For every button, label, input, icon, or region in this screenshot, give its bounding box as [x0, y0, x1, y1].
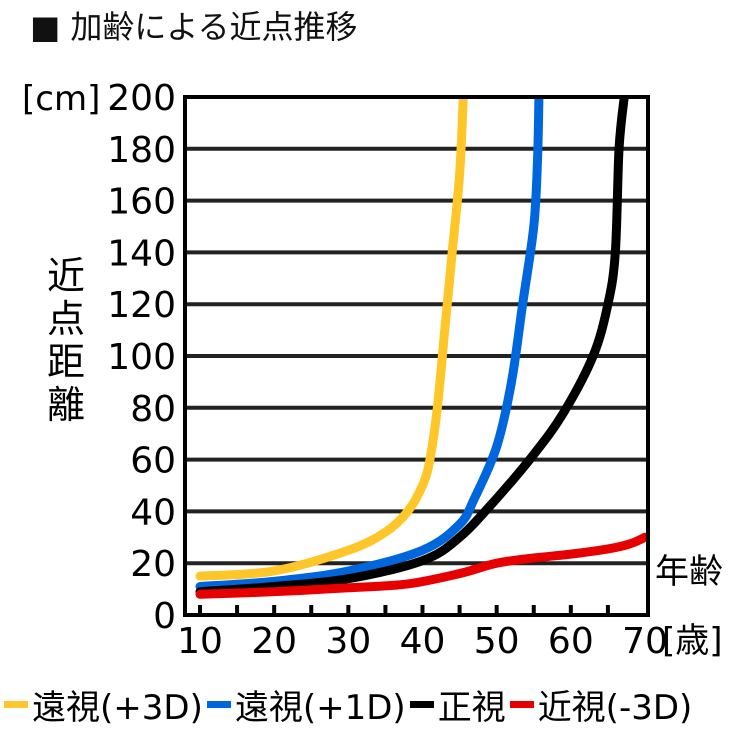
x-tick-label: 70 [622, 621, 668, 662]
x-tick-label: 60 [548, 621, 594, 662]
y-tick-label: 200 [107, 78, 176, 119]
y-tick-label: 140 [107, 233, 176, 274]
series-line-0 [195, 97, 468, 581]
y-tick-label: 40 [130, 492, 176, 533]
legend-swatch [4, 701, 28, 708]
series-line-2 [195, 97, 629, 597]
y-tick-label: 60 [130, 441, 176, 482]
y-unit: [cm] [22, 79, 100, 119]
legend: 遠視(+3D) 遠視(+1D) 正視 近視(-3D) [0, 680, 692, 729]
legend-swatch [509, 701, 534, 708]
y-tick-label: 160 [107, 182, 176, 223]
x-tick-label: 30 [325, 621, 371, 662]
x-tick-label: 40 [400, 621, 446, 662]
x-unit: [歳] [662, 621, 723, 661]
plot-frame [183, 95, 650, 617]
y-axis-label: 近点距離 [46, 254, 85, 427]
y-tick-label: 100 [107, 337, 176, 378]
x-tick-label: 20 [251, 621, 297, 662]
legend-label: 遠視(+1D) [234, 688, 406, 728]
legend-label: 正視 [437, 688, 506, 728]
y-tick-label: 80 [130, 389, 176, 430]
y-tick-label: 0 [153, 596, 176, 637]
legend-swatch [409, 701, 434, 708]
y-tick-label: 20 [130, 544, 176, 585]
x-tick-label: 50 [474, 621, 520, 662]
y-tick-label: 120 [107, 285, 176, 326]
y-tick-label: 180 [107, 130, 176, 171]
legend-label: 近視(-3D) [537, 688, 693, 728]
x-tick-label: 10 [177, 621, 223, 662]
chart-title: ■ 加齢による近点推移 [30, 8, 358, 46]
legend-swatch [206, 701, 231, 708]
x-axis-label: 年齢 [655, 552, 723, 592]
legend-label: 遠視(+3D) [32, 688, 203, 728]
series-line-1 [195, 97, 544, 592]
series-line-3 [195, 532, 648, 599]
